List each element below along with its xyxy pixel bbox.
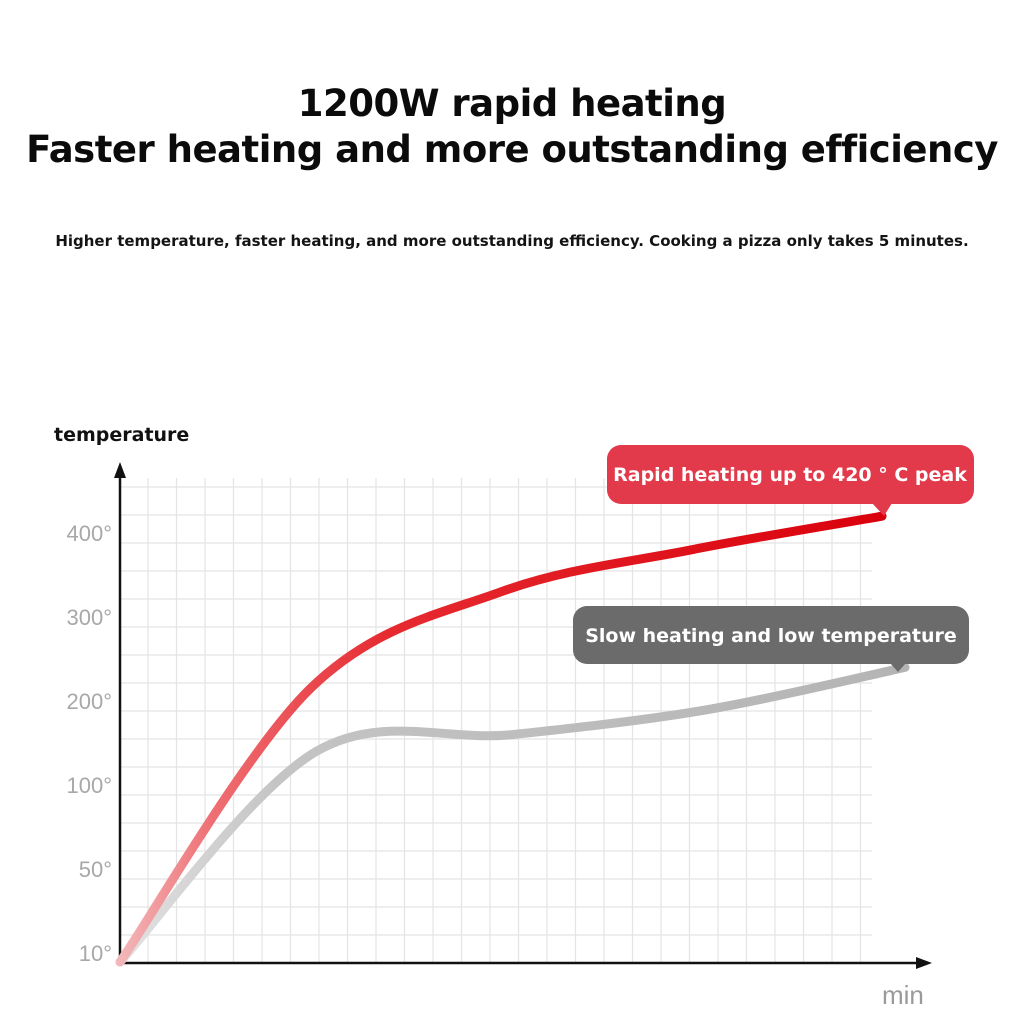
callout-slow-heating-text: Slow heating and low temperature [585, 625, 957, 647]
series-line-rapid-heating [115, 511, 887, 967]
y-tick-label: 100° [66, 773, 112, 798]
y-axis-title: temperature [54, 424, 189, 446]
callout-pointer-icon [890, 663, 906, 672]
headline-title: 1200W rapid heating [297, 82, 727, 125]
x-axis-title: min [882, 980, 924, 1010]
callout-rapid-heating: Rapid heating up to 420 ° C peak [607, 445, 974, 516]
series-line-slow-heating [115, 662, 910, 967]
y-tick-label: 300° [66, 605, 112, 630]
x-axis-arrow-icon [916, 957, 932, 969]
callout-slow-heating: Slow heating and low temperature [573, 606, 969, 672]
y-tick-label: 400° [66, 521, 112, 546]
y-axis-arrow-icon [114, 462, 126, 478]
description-text: Higher temperature, faster heating, and … [55, 232, 969, 250]
callout-pointer-icon [872, 503, 892, 516]
callout-rapid-heating-text: Rapid heating up to 420 ° C peak [613, 464, 967, 486]
y-tick-label: 10° [79, 941, 112, 966]
y-tick-label: 50° [79, 857, 112, 882]
grid-lines [120, 478, 872, 963]
y-tick-label: 200° [66, 689, 112, 714]
y-tick-labels: 10° 50° 100° 200° 300° 400° [66, 521, 112, 966]
headline-subtitle: Faster heating and more outstanding effi… [26, 128, 998, 171]
callout-slow-heating-box [573, 606, 969, 664]
callout-rapid-heating-box [607, 445, 974, 504]
